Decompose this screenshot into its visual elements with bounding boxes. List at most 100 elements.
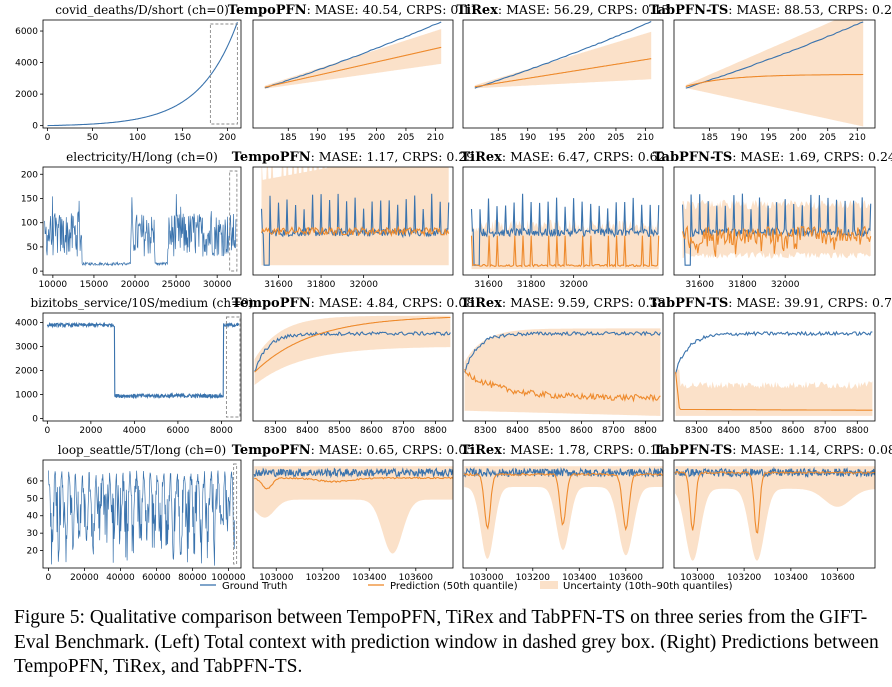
ground-truth-line [264, 21, 442, 89]
uncertainty-band [254, 466, 453, 554]
y-tick-label: 50 [27, 243, 39, 253]
context-panel-frame [42, 459, 242, 569]
prediction-window-box [229, 170, 238, 272]
ground-truth-line [474, 21, 652, 89]
ground-truth-line [470, 193, 660, 266]
x-tick-label: 40000 [106, 573, 135, 583]
x-tick-label: 190 [519, 133, 536, 143]
x-tick-label: 200 [578, 133, 595, 143]
y-tick-label: 20 [27, 547, 39, 557]
forecast-panel-title: TempoPFN: MASE: 4.84, CRPS: 0.08 [232, 295, 475, 311]
x-tick-label: 200 [368, 133, 385, 143]
y-tick-label: 50 [27, 494, 39, 504]
x-tick-label: 8300 [264, 426, 287, 436]
context-panel-frame [42, 166, 242, 276]
x-tick-label: 185 [490, 133, 507, 143]
uncertainty-band [685, 20, 864, 127]
x-tick-label: 32000 [559, 280, 588, 290]
x-tick-label: 210 [637, 133, 654, 143]
forecast-panel-title: TiRex: MASE: 9.59, CRPS: 0.38 [460, 295, 665, 311]
y-tick-label: 100 [21, 219, 38, 229]
x-tick-label: 195 [760, 133, 777, 143]
x-tick-label: 8800 [634, 426, 657, 436]
uncertainty-band [675, 369, 873, 416]
forecast-panel-frame [252, 166, 454, 276]
context-panel: electricity/H/long (ch=0) 10000 15000 20000… [21, 150, 242, 290]
x-tick-label: 8700 [814, 426, 837, 436]
forecast-panel-frame [673, 19, 876, 129]
forecast-panel-frame [673, 166, 876, 276]
x-tick-label: 103200 [516, 573, 551, 583]
x-tick-label: 0 [46, 573, 52, 583]
model-name: TempoPFN [232, 443, 311, 458]
y-tick-label: 0 [32, 267, 38, 277]
context-panel-title: electricity/H/long (ch=0) [66, 150, 218, 164]
x-tick-label: 31600 [474, 280, 503, 290]
legend-uncertainty-swatch [540, 581, 558, 589]
model-name: TiRex [460, 443, 502, 458]
context-panel-frame [42, 312, 242, 422]
forecast-panel-title: TabPFN-TS: MASE: 88.53, CRPS: 0.21 [649, 2, 892, 18]
ground-truth-line [464, 330, 661, 373]
x-tick-label: 103600 [399, 573, 434, 583]
forecast-panel: TempoPFN: MASE: 4.84, CRPS: 0.08 8300 8400… [232, 295, 475, 436]
x-tick-label: 8300 [474, 426, 497, 436]
forecast-panel: TiRex: MASE: 56.29, CRPS: 0.13 185 190 195 2… [456, 2, 669, 143]
x-tick-label: 32000 [771, 280, 800, 290]
context-panel-title: bizitobs_service/10S/medium (ch=0) [30, 296, 253, 310]
forecast-panel: TiRex: MASE: 9.59, CRPS: 0.38 8300 8400 850… [460, 295, 665, 436]
context-series-line [47, 22, 238, 127]
x-tick-label: 8500 [328, 426, 351, 436]
x-tick-label: 15000 [80, 280, 109, 290]
x-tick-label: 10000 [39, 280, 68, 290]
model-metrics: : MASE: 9.59, CRPS: 0.38 [502, 295, 666, 310]
prediction-line [474, 58, 652, 88]
forecast-panel: TiRex: MASE: 6.47, CRPS: 0.62 31600 31800 3… [460, 149, 665, 290]
model-name: TabPFN-TS [649, 3, 728, 18]
prediction-line [682, 225, 872, 257]
ground-truth-line [685, 21, 864, 89]
x-tick-label: 50 [87, 133, 99, 143]
x-tick-label: 200 [790, 133, 807, 143]
forecast-panel-title: TiRex: MASE: 56.29, CRPS: 0.13 [456, 2, 669, 18]
prediction-line [675, 372, 873, 411]
x-tick-label: 103400 [562, 573, 597, 583]
y-tick-label: 2000 [15, 367, 38, 377]
x-tick-label: 195 [549, 133, 566, 143]
x-tick-label: 20000 [70, 573, 99, 583]
y-tick-label: 60 [27, 477, 39, 487]
figure: covid_deaths/D/short (ch=0)0 50 100 150 2000… [15, 2, 892, 592]
x-tick-label: 210 [849, 133, 866, 143]
forecast-panel: TabPFN-TS: MASE: 39.91, CRPS: 0.70 8300 84… [649, 295, 892, 436]
prediction-line [464, 368, 661, 403]
model-name: TempoPFN [232, 150, 311, 165]
model-metrics: : MASE: 39.91, CRPS: 0.70 [728, 295, 892, 310]
context-series-line [46, 321, 240, 400]
context-panel: loop_seattle/5T/long (ch=0) 0 20000 40000 60… [27, 443, 246, 583]
context-series-line [48, 470, 236, 566]
y-tick-label: 0 [32, 415, 38, 425]
x-tick-label: 31800 [728, 280, 757, 290]
uncertainty-band [464, 466, 663, 559]
x-tick-label: 8400 [506, 426, 529, 436]
legend-uncertainty-label: Uncertainty (10th–90th quantiles) [563, 581, 733, 592]
x-tick-label: 195 [339, 133, 356, 143]
x-tick-label: 20000 [121, 280, 150, 290]
x-tick-label: 8500 [749, 426, 772, 436]
forecast-panel-title: TiRex: MASE: 6.47, CRPS: 0.62 [460, 149, 665, 165]
prediction-window-box [209, 23, 238, 125]
model-name: TabPFN-TS [653, 150, 732, 165]
context-series-line [44, 194, 237, 267]
x-tick-label: 60000 [142, 573, 171, 583]
x-tick-label: 8800 [424, 426, 447, 436]
forecast-panel-frame [462, 459, 664, 569]
x-tick-label: 31800 [307, 280, 336, 290]
forecast-panel-frame [673, 312, 876, 422]
context-panel: bizitobs_service/10S/medium (ch=0) 0 2000 4… [15, 296, 253, 436]
x-tick-label: 31800 [517, 280, 546, 290]
model-name: TabPFN-TS [649, 296, 728, 311]
context-panel-title: loop_seattle/5T/long (ch=0) [58, 443, 226, 457]
context-panel-frame [42, 19, 242, 129]
x-tick-label: 185 [280, 133, 297, 143]
y-tick-label: 40 [27, 512, 39, 522]
